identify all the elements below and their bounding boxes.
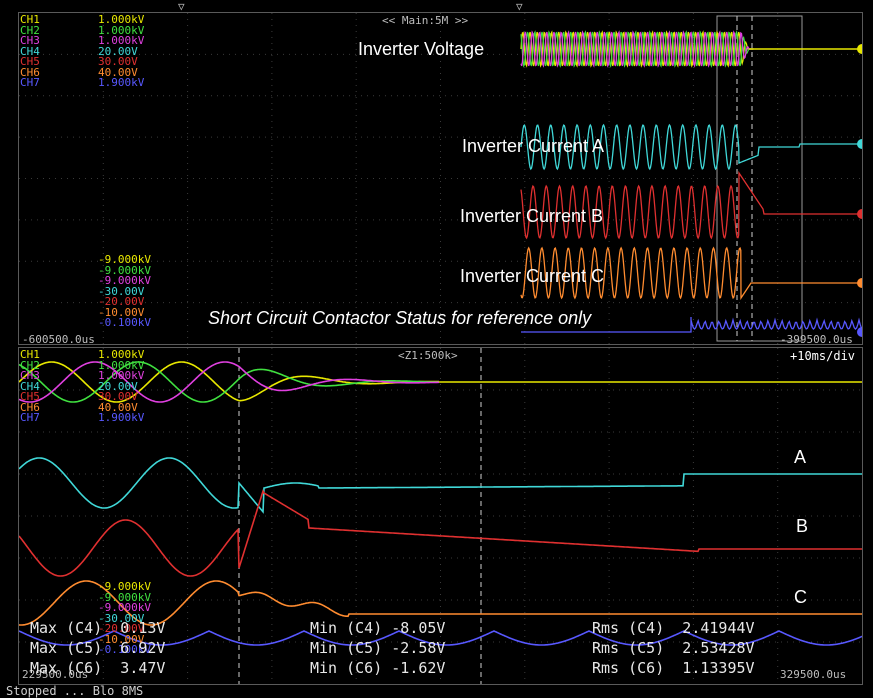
zoom-timebase: +10ms/div xyxy=(790,349,856,363)
channel-entry: 30.00V xyxy=(98,55,138,68)
max-c6: Max (C6) 3.47V xyxy=(30,659,166,677)
zoom-waveform-plot: ⏚⏚⏚⏚ xyxy=(5,348,863,684)
min-c5: Min (C5) -2.58V xyxy=(310,639,446,657)
channel-entry: 1.000kV xyxy=(98,34,145,47)
channel-entry: CH7 xyxy=(20,411,40,424)
channel-entry: CH7 xyxy=(20,76,40,89)
channel-entry: -10.00V xyxy=(98,632,145,646)
label-a: A xyxy=(794,447,807,467)
main-window-label: << Main:5M >> xyxy=(382,14,469,27)
main-time-start: -600500.0us xyxy=(22,333,95,346)
channel-offsets-zoom: -9.000kV -9.000kV -9.000kV -30.00V -20.00V -1… xyxy=(98,580,151,656)
trace-ch5-current-b xyxy=(520,170,862,240)
channel-entry: 1.900kV xyxy=(98,411,145,424)
zoom-trace-voltage-3 xyxy=(18,361,439,403)
label-c: C xyxy=(794,587,807,607)
channel-entry: CH3 xyxy=(20,369,40,382)
inverter-voltage-label: Inverter Voltage xyxy=(358,39,485,59)
channel-entry: 1.000kV xyxy=(98,358,145,372)
zoom-time-start: 229500.0us xyxy=(22,668,89,681)
trace-ch4-current-a xyxy=(520,123,862,171)
zoom-trace-current-c xyxy=(18,580,862,626)
channel-entry: -9.000kV xyxy=(98,601,151,614)
zoom-waveform-pane: ⏚⏚⏚⏚ xyxy=(5,347,863,685)
zoom-trace-voltage-2 xyxy=(18,361,439,403)
rms-c4: Rms (C4) 2.41944V xyxy=(592,619,755,637)
channel-entry: 40.00V xyxy=(98,65,138,79)
channel-entry: -9.000kV xyxy=(98,274,151,287)
trace-ch2-voltage xyxy=(520,30,754,68)
trace-ch3-voltage xyxy=(520,30,754,68)
channel-entry: CH1 xyxy=(20,348,40,361)
zoom-time-end: 329500.0us xyxy=(780,668,847,681)
channel-scales-zoom: 1.000kV 1.000kV 1.000kV 20.00V 30.00V 40.00V 1… xyxy=(98,348,145,424)
rms-c6: Rms (C6) 1.13395V xyxy=(592,659,755,677)
channel-entry: 20.00V xyxy=(98,379,138,393)
label-b: B xyxy=(796,516,809,536)
channel-entry: -9.000kV xyxy=(98,253,151,266)
trace-ch6-current-c xyxy=(520,246,862,301)
channel-entry: 40.00V xyxy=(98,400,138,414)
channel-entry: CH2 xyxy=(20,358,40,372)
main-waveform-pane: ⏚⏚⏚⏚⏚ xyxy=(5,12,867,345)
ch1-level-marker xyxy=(857,44,867,54)
channel-entry: -9.000kV xyxy=(98,590,151,604)
max-c5: Max (C5) 6.92V xyxy=(30,639,166,657)
channel-entry: -9.000kV xyxy=(98,580,151,593)
channel-entry: -30.00V xyxy=(98,611,145,625)
min-c6: Min (C6) -1.62V xyxy=(310,659,446,677)
inverter-current-a-label: Inverter Current A xyxy=(462,136,605,156)
contactor-status-note: Short Circuit Contactor Status for refer… xyxy=(208,308,592,328)
channel-entry: 1.000kV xyxy=(98,23,145,37)
zoom-trace-current-a xyxy=(18,457,862,514)
channel-names-zoom: CH1 CH2 CH3 CH4 CH5 CH6 CH7 xyxy=(20,348,40,424)
channel-entry: -30.00V xyxy=(98,284,145,298)
channel-entry: CH3 xyxy=(20,34,40,47)
channel-entry: 20.00V xyxy=(98,44,138,58)
ch5-level-marker xyxy=(857,209,867,219)
channel-entry: CH6 xyxy=(20,400,40,414)
channel-entry: CH1 xyxy=(20,13,40,26)
channel-entry: 1.000kV xyxy=(98,13,145,26)
trigger-marker-left-icon: ▽ xyxy=(178,0,185,13)
channel-entry: -20.00V xyxy=(98,622,145,635)
rms-c5: Rms (C5) 2.53428V xyxy=(592,639,755,657)
channel-entry: -10.00V xyxy=(98,305,145,319)
channel-entry: 1.000kV xyxy=(98,369,145,382)
channel-entry: 30.00V xyxy=(98,390,138,403)
main-time-end: -399500.0us xyxy=(780,333,853,346)
channel-entry: CH4 xyxy=(20,379,40,393)
zoom-trace-current-b xyxy=(18,489,862,577)
channel-entry: CH6 xyxy=(20,65,40,79)
status-line: Stopped ... Blo 8MS xyxy=(6,684,144,698)
channel-entry: CH5 xyxy=(20,55,40,68)
trace-ch7-contactor xyxy=(521,317,863,333)
min-c4: Min (C4) -8.05V xyxy=(310,619,446,637)
channel-entry: -9.000kV xyxy=(98,263,151,277)
inverter-current-c-label: Inverter Current C xyxy=(460,266,605,286)
channel-entry: -0.100kV xyxy=(98,316,151,329)
channel-entry: -0.100kV xyxy=(98,643,151,656)
channel-names-top: CH1 CH2 CH3 CH4 CH5 CH6 CH7 xyxy=(20,13,40,89)
zoom-region-box xyxy=(716,15,803,342)
channel-entry: -20.00V xyxy=(98,295,145,308)
ch6-level-marker xyxy=(857,278,867,288)
ch4-level-marker xyxy=(857,139,867,149)
max-c4: Max (C4) 0.13V xyxy=(30,619,166,637)
channel-entry: 1.000kV xyxy=(98,348,145,361)
trigger-marker-center-icon: ▽ xyxy=(516,0,523,13)
zoom-trace-voltage-1 xyxy=(18,361,439,403)
zoom-window-label: <Z1:500k> xyxy=(398,349,458,362)
inverter-current-b-label: Inverter Current B xyxy=(460,206,604,226)
channel-entry: CH4 xyxy=(20,44,40,58)
zoom-trace-contactor xyxy=(18,630,863,646)
channel-entry: CH2 xyxy=(20,23,40,37)
channel-scales-top: 1.000kV 1.000kV 1.000kV 20.00V 30.00V 40.00V 1… xyxy=(98,13,145,89)
channel-entry: CH5 xyxy=(20,390,40,403)
channel-offsets-top: -9.000kV -9.000kV -9.000kV -30.00V -20.00V -1… xyxy=(98,253,151,329)
channel-entry: 1.900kV xyxy=(98,76,145,89)
ch7-level-marker xyxy=(857,327,867,337)
